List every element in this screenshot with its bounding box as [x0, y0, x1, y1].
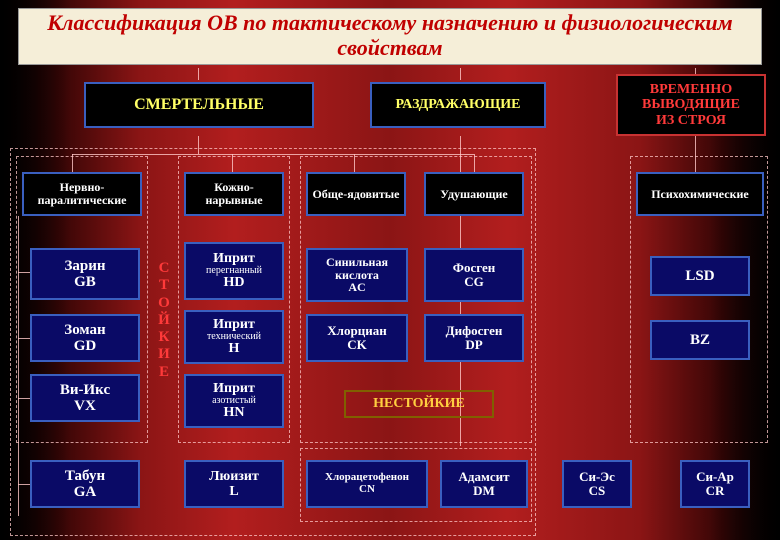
agent-hd-code: HD: [224, 275, 245, 290]
agent-cs: Си-Эс CS: [562, 460, 632, 508]
agent-dm: Адамсит DM: [440, 460, 528, 508]
cat-lethal: СМЕРТЕЛЬНЫЕ: [84, 82, 314, 128]
agent-ck: Хлорциан CK: [306, 314, 408, 362]
agent-hd: Иприт перегнанный HD: [184, 242, 284, 300]
subcat-blood: Обще-ядовитые: [306, 172, 406, 216]
agent-hn-code: HN: [224, 405, 245, 420]
agent-soman: Зоман GD: [30, 314, 140, 362]
agent-sarin: Зарин GB: [30, 248, 140, 300]
label-nonstable: НЕСТОЙКИЕ: [344, 390, 494, 418]
agent-hcn: Синильная кислота AC: [306, 248, 408, 302]
agent-bz: BZ: [650, 320, 750, 360]
temporary-line1: ВРЕМЕННО: [650, 82, 732, 97]
page-title: Классификация ОВ по тактическому назначе…: [23, 11, 757, 60]
temporary-line2: ВЫВОДЯЩИЕ: [642, 97, 740, 112]
agent-tabun: Табун GA: [30, 460, 140, 508]
subcat-psycho: Психохимические: [636, 172, 764, 216]
agent-vx: Ви-Икс VX: [30, 374, 140, 422]
agent-dp: Дифосген DP: [424, 314, 524, 362]
agent-h: Иприт технический H: [184, 310, 284, 364]
agent-cg: Фосген CG: [424, 248, 524, 302]
agent-lewisite: Люизит L: [184, 460, 284, 508]
cat-irritant: РАЗДРАЖАЮЩИЕ: [370, 82, 546, 128]
agent-cn: Хлорацетофенон CN: [306, 460, 428, 508]
cat-temporary: ВРЕМЕННО ВЫВОДЯЩИЕ ИЗ СТРОЯ: [616, 74, 766, 136]
agent-cr: Си-Ар CR: [680, 460, 750, 508]
agent-hn: Иприт азотистый HN: [184, 374, 284, 428]
subcat-blister: Кожно-нарывные: [184, 172, 284, 216]
subcat-nerve: Нервно-паралитические: [22, 172, 142, 216]
agent-lsd: LSD: [650, 256, 750, 296]
temporary-line3: ИЗ СТРОЯ: [656, 113, 726, 128]
subcat-choke: Удушающие: [424, 172, 524, 216]
title-banner: Классификация ОВ по тактическому назначе…: [18, 8, 762, 65]
agent-h-code: H: [229, 341, 240, 356]
label-stable: СТОЙКИЕ: [154, 260, 174, 381]
